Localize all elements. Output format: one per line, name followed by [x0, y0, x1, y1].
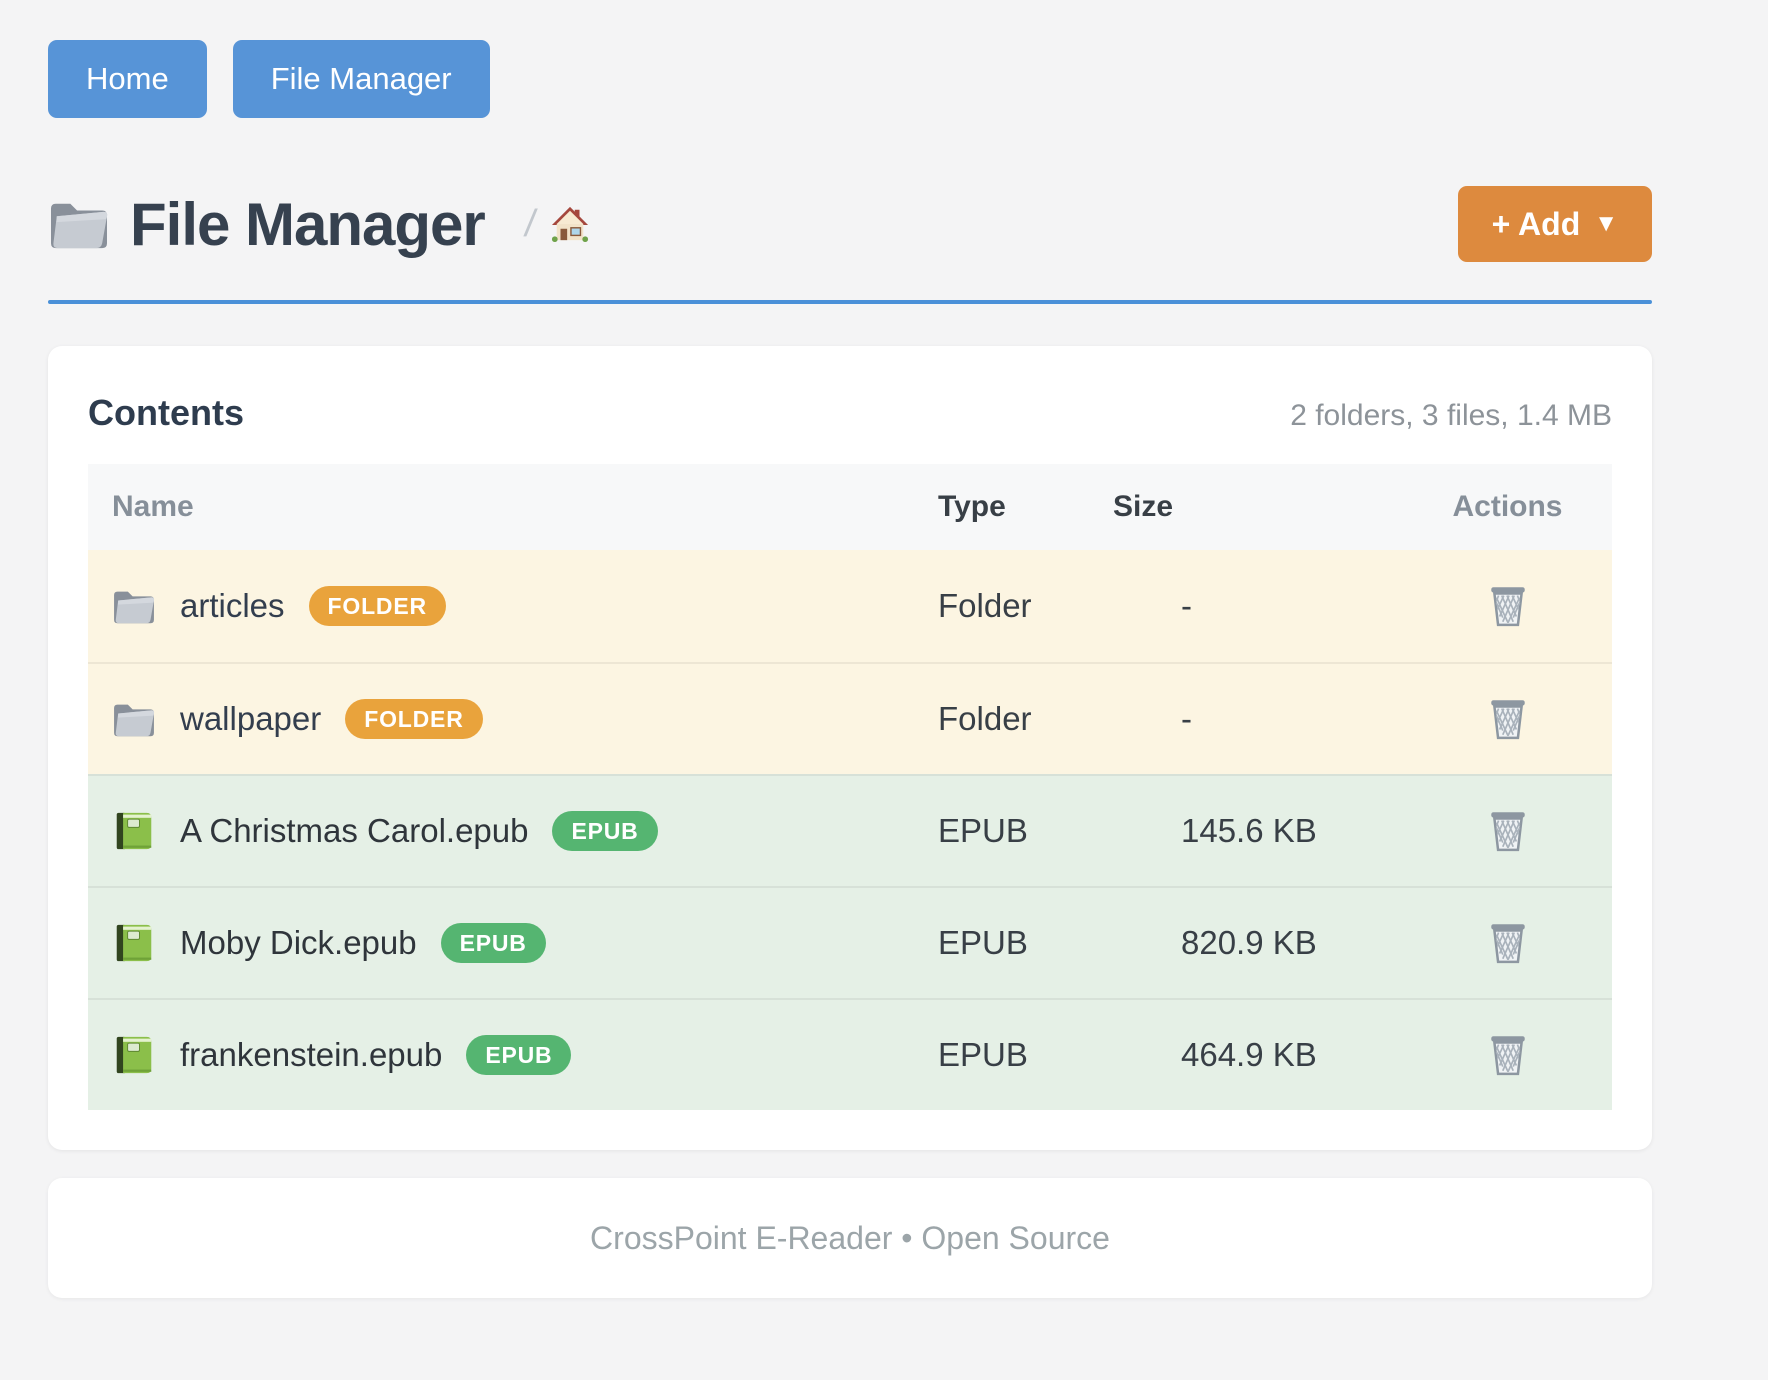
table-row-moby-dick[interactable]: Moby Dick.epub EPUB EPUB 820.9 KB: [88, 886, 1612, 998]
delete-button[interactable]: [1484, 695, 1532, 743]
file-table: Name Type Size Actions articles FOLDER F…: [88, 464, 1612, 1110]
item-type: EPUB: [938, 1036, 1028, 1073]
item-name[interactable]: frankenstein.epub: [180, 1036, 443, 1073]
breadcrumb-home-link[interactable]: [551, 205, 589, 243]
item-size: 820.9 KB: [1181, 924, 1317, 961]
contents-heading: Contents: [88, 392, 244, 433]
file-table-header-row: Name Type Size Actions: [88, 464, 1612, 550]
column-header-size: Size: [1113, 490, 1174, 523]
trash-icon: [1485, 1031, 1531, 1077]
item-type: EPUB: [938, 924, 1028, 961]
house-icon: [551, 205, 589, 243]
delete-button[interactable]: [1484, 919, 1532, 967]
table-row-articles[interactable]: articles FOLDER Folder -: [88, 550, 1612, 662]
item-size: 145.6 KB: [1181, 812, 1317, 849]
folder-icon: [48, 196, 110, 252]
contents-card: Contents 2 folders, 3 files, 1.4 MB Name…: [48, 346, 1652, 1150]
item-size: -: [1181, 587, 1192, 624]
footer-text: CrossPoint E-Reader • Open Source: [590, 1219, 1110, 1256]
item-type: EPUB: [938, 812, 1028, 849]
trash-icon: [1485, 807, 1531, 853]
add-button-label: + Add: [1491, 205, 1581, 242]
page-header: File Manager / + Add ▼: [48, 186, 1652, 262]
item-type: Folder: [938, 700, 1032, 737]
epub-badge: EPUB: [440, 923, 546, 963]
item-name[interactable]: Moby Dick.epub: [180, 924, 417, 961]
column-header-name: Name: [112, 490, 194, 523]
column-header-type: Type: [938, 490, 1006, 523]
breadcrumb-separator: /: [521, 202, 539, 245]
top-nav: Home File Manager: [48, 40, 1652, 118]
nav-file-manager-button[interactable]: File Manager: [232, 40, 490, 118]
trash-icon: [1485, 582, 1531, 628]
table-row-wallpaper[interactable]: wallpaper FOLDER Folder -: [88, 662, 1612, 774]
footer: CrossPoint E-Reader • Open Source: [48, 1178, 1652, 1298]
delete-button[interactable]: [1484, 1031, 1532, 1079]
item-size: 464.9 KB: [1181, 1036, 1317, 1073]
book-icon: [112, 923, 156, 963]
epub-badge: EPUB: [466, 1035, 572, 1075]
contents-summary: 2 folders, 3 files, 1.4 MB: [1290, 399, 1612, 432]
page-title: File Manager: [130, 190, 486, 258]
book-icon: [112, 811, 156, 851]
column-header-actions: Actions: [1452, 490, 1563, 523]
table-row-frankenstein[interactable]: frankenstein.epub EPUB EPUB 464.9 KB: [88, 998, 1612, 1110]
folder-badge: FOLDER: [345, 699, 483, 739]
delete-button[interactable]: [1484, 807, 1532, 855]
chevron-down-icon: ▼: [1594, 210, 1618, 237]
header-divider: [48, 300, 1652, 304]
item-name[interactable]: wallpaper: [180, 700, 322, 737]
nav-home-button[interactable]: Home: [48, 40, 207, 118]
trash-icon: [1485, 919, 1531, 965]
book-icon: [112, 1035, 156, 1075]
delete-button[interactable]: [1484, 582, 1532, 630]
item-name[interactable]: A Christmas Carol.epub: [180, 812, 529, 849]
trash-icon: [1485, 695, 1531, 741]
folder-icon: [112, 586, 156, 626]
folder-icon: [112, 699, 156, 739]
add-button[interactable]: + Add ▼: [1457, 186, 1652, 262]
contents-card-header: Contents 2 folders, 3 files, 1.4 MB: [88, 392, 1612, 434]
item-size: -: [1181, 700, 1192, 737]
folder-badge: FOLDER: [308, 586, 446, 626]
epub-badge: EPUB: [552, 811, 658, 851]
item-name[interactable]: articles: [180, 587, 285, 624]
table-row-christmas-carol[interactable]: A Christmas Carol.epub EPUB EPUB 145.6 K…: [88, 774, 1612, 886]
item-type: Folder: [938, 587, 1032, 624]
